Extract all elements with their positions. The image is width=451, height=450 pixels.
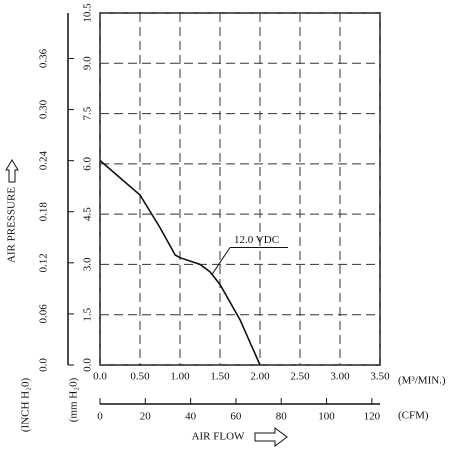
y-label: (mm H₂0) — [68, 377, 80, 422]
y2-tick-label: 0.06 — [38, 304, 50, 324]
x-tick-label: 0.0 — [93, 371, 107, 383]
x2-tick-label: 0 — [97, 411, 103, 423]
x-tick-label: 1.00 — [170, 371, 190, 383]
x-label: (M³/MIN.) — [398, 375, 446, 387]
x2-tick-label: 120 — [364, 411, 381, 423]
plot-frame — [99, 12, 381, 366]
x2-tick-label: 60 — [230, 411, 242, 423]
y2-tick-label: 0.24 — [38, 151, 50, 171]
y2-tick-label: 0.18 — [38, 202, 50, 222]
right-arrow — [254, 427, 288, 447]
y2-tick-label: 0.12 — [38, 253, 50, 272]
x2-label: (CFM) — [398, 410, 429, 422]
y2-tick-label: 0.0 — [38, 358, 50, 372]
x-tick-label: 1.50 — [210, 371, 230, 383]
x-title: AIR FLOW — [192, 431, 245, 443]
y-tick-label: 0.0 — [82, 358, 94, 372]
y2-label: (INCH H₂0) — [20, 378, 32, 433]
x-tick-label: 3.50 — [370, 371, 390, 383]
y-tick-label: 1.5 — [82, 307, 94, 321]
y2-tick-label: 0.30 — [38, 99, 50, 119]
y-tick-label: 3.0 — [82, 257, 94, 271]
x2-tick-label: 80 — [276, 411, 288, 423]
x2-tick-label: 100 — [318, 411, 335, 423]
series-label: 12.0 VDC — [234, 234, 279, 246]
up-arrow — [5, 159, 19, 183]
y-tick-label: 10.5 — [82, 3, 94, 23]
x2-tick-label: 40 — [185, 411, 197, 423]
x2-tick-label: 20 — [140, 411, 152, 423]
curve — [99, 159, 261, 366]
y2-tick-label: 0.36 — [38, 48, 50, 68]
y-title: AIR PRESSURE — [6, 187, 18, 263]
x-tick-label: 2.50 — [290, 371, 310, 383]
x-tick-label: 3.00 — [330, 371, 350, 383]
y-tick-label: 4.5 — [82, 207, 94, 221]
y-tick-label: 6.0 — [82, 156, 94, 170]
y-tick-label: 7.5 — [82, 106, 94, 120]
label-leader — [211, 247, 231, 275]
y-tick-label: 9.0 — [82, 56, 94, 70]
x-tick-label: 0.50 — [130, 371, 150, 383]
x-tick-label: 2.00 — [250, 371, 270, 383]
